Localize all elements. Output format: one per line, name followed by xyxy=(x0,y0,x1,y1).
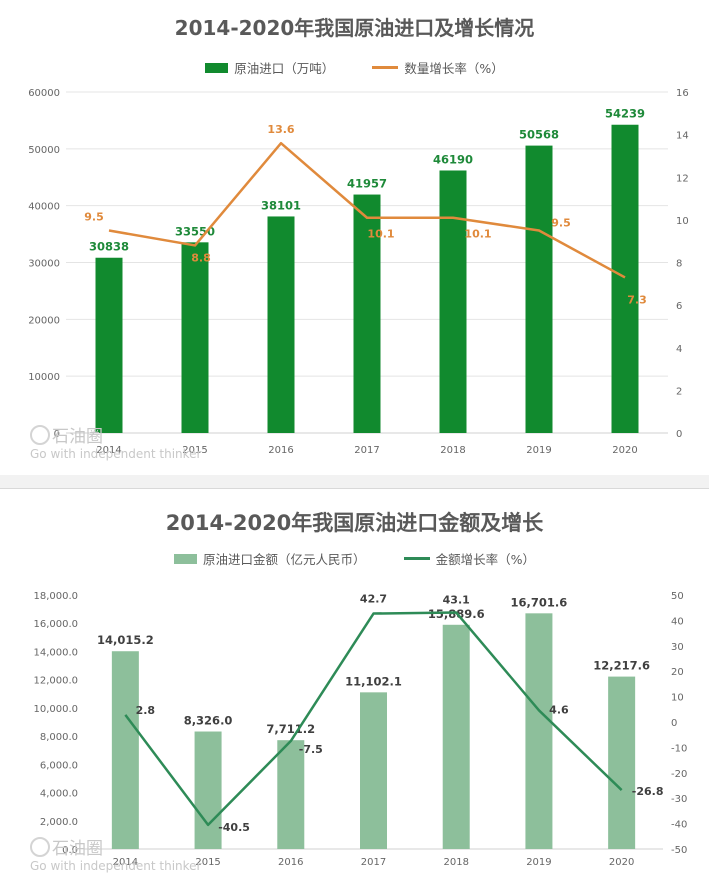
y-right-tick-label: 4 xyxy=(676,344,682,355)
bar xyxy=(182,242,209,433)
bar xyxy=(608,677,635,849)
bar-data-label: 54239 xyxy=(605,107,645,121)
y-left-tick-label: 50000 xyxy=(28,145,60,156)
y-left-tick-label: 60000 xyxy=(28,88,60,99)
x-tick-label: 2017 xyxy=(354,445,379,456)
bar-data-label: 8,326.0 xyxy=(184,714,233,728)
watermark: 石油圈 Go with independent thinker xyxy=(30,834,202,873)
bar-data-label: 46190 xyxy=(433,152,473,166)
bar xyxy=(268,216,295,433)
y-left-tick-label: 18,000.0 xyxy=(33,591,78,602)
bar xyxy=(526,146,553,433)
x-tick-label: 2016 xyxy=(278,857,303,868)
watermark-logo-icon xyxy=(30,425,50,445)
bar xyxy=(360,692,387,849)
y-left-tick-label: 16,000.0 xyxy=(33,619,78,630)
bar xyxy=(96,258,123,433)
y-right-tick-label: 50 xyxy=(671,591,684,602)
y-left-tick-label: 14,000.0 xyxy=(33,647,78,658)
line-data-label: -26.8 xyxy=(632,785,664,798)
watermark-slogan: Go with independent thinker xyxy=(30,859,202,873)
y-left-tick-label: 6,000.0 xyxy=(40,760,78,771)
x-tick-label: 2018 xyxy=(440,445,465,456)
y-right-tick-label: -50 xyxy=(671,845,687,856)
bar-data-label: 33550 xyxy=(175,224,215,238)
bar xyxy=(612,125,639,433)
y-right-tick-label: -30 xyxy=(671,794,687,805)
y-right-tick-label: 6 xyxy=(676,301,682,312)
bar-data-label: 38101 xyxy=(261,198,301,212)
watermark-logo-icon xyxy=(30,837,50,857)
y-right-tick-label: 40 xyxy=(671,616,684,627)
x-tick-label: 2018 xyxy=(443,857,468,868)
line-data-label: 7.3 xyxy=(627,293,647,306)
y-left-tick-label: 20000 xyxy=(28,315,60,326)
watermark-name: 石油圈 xyxy=(52,427,103,447)
bar xyxy=(525,613,552,849)
y-right-tick-label: 0 xyxy=(676,429,682,440)
line-data-label: 4.6 xyxy=(549,703,569,716)
y-left-tick-label: 8,000.0 xyxy=(40,732,78,743)
line-data-label: 9.5 xyxy=(84,211,104,224)
y-right-tick-label: 20 xyxy=(671,667,684,678)
watermark-slogan: Go with independent thinker xyxy=(30,447,202,461)
y-left-tick-label: 10,000.0 xyxy=(33,704,78,715)
x-tick-label: 2020 xyxy=(612,445,637,456)
y-left-tick-label: 40000 xyxy=(28,202,60,213)
y-left-tick-label: 30000 xyxy=(28,259,60,270)
line-data-label: 13.6 xyxy=(267,123,294,136)
bar-data-label: 30838 xyxy=(89,240,129,254)
line-data-label: -7.5 xyxy=(299,743,323,756)
chart-panel-import-volume: 2014-2020年我国原油进口及增长情况 原油进口（万吨） 数量增长率（%） … xyxy=(0,0,709,475)
bar-data-label: 41957 xyxy=(347,177,387,191)
chart-plot: 0.02,000.04,000.06,000.08,000.010,000.01… xyxy=(0,489,709,885)
y-right-tick-label: -40 xyxy=(671,820,687,831)
bar xyxy=(277,740,304,849)
bar xyxy=(112,651,139,849)
y-right-tick-label: 8 xyxy=(676,259,682,270)
line-data-label: 8.8 xyxy=(191,251,211,264)
y-right-tick-label: 10 xyxy=(671,693,684,704)
panel-divider xyxy=(0,475,709,488)
watermark-name: 石油圈 xyxy=(52,839,103,859)
bar-data-label: 11,102.1 xyxy=(345,674,402,688)
y-right-tick-label: 30 xyxy=(671,642,684,653)
bar xyxy=(443,625,470,849)
x-tick-label: 2019 xyxy=(526,445,551,456)
bar xyxy=(440,170,467,433)
bar-data-label: 50568 xyxy=(519,128,559,142)
chart-plot: 0100002000030000400005000060000024681012… xyxy=(0,0,709,475)
bar-data-label: 14,015.2 xyxy=(97,633,154,647)
line-data-label: 2.8 xyxy=(136,704,156,717)
y-left-tick-label: 2,000.0 xyxy=(40,817,78,828)
line-data-label: 9.5 xyxy=(551,217,571,230)
x-tick-label: 2019 xyxy=(526,857,551,868)
x-tick-label: 2017 xyxy=(361,857,386,868)
bar-data-label: 12,217.6 xyxy=(593,659,650,673)
line-data-label: 43.1 xyxy=(443,594,470,607)
x-tick-label: 2020 xyxy=(609,857,634,868)
y-right-tick-label: 0 xyxy=(671,718,677,729)
line-data-label: -40.5 xyxy=(218,821,250,834)
y-right-tick-label: 12 xyxy=(676,173,689,184)
y-left-tick-label: 10000 xyxy=(28,372,60,383)
y-right-tick-label: 10 xyxy=(676,216,689,227)
y-left-tick-label: 12,000.0 xyxy=(33,676,78,687)
chart-panel-import-value: 2014-2020年我国原油进口金额及增长 原油进口金额（亿元人民币） 金额增长… xyxy=(0,488,709,885)
bar-data-label: 16,701.6 xyxy=(511,595,568,609)
y-right-tick-label: 14 xyxy=(676,131,689,142)
y-right-tick-label: -10 xyxy=(671,743,687,754)
y-right-tick-label: -20 xyxy=(671,769,687,780)
line-data-label: 10.1 xyxy=(464,228,491,241)
y-right-tick-label: 16 xyxy=(676,88,689,99)
x-tick-label: 2016 xyxy=(268,445,293,456)
y-right-tick-label: 2 xyxy=(676,386,682,397)
line-data-label: 42.7 xyxy=(360,593,387,606)
watermark: 石油圈 Go with independent thinker xyxy=(30,422,202,461)
line-data-label: 10.1 xyxy=(367,228,394,241)
y-left-tick-label: 4,000.0 xyxy=(40,789,78,800)
bar-data-label: 7,711.2 xyxy=(266,722,315,736)
